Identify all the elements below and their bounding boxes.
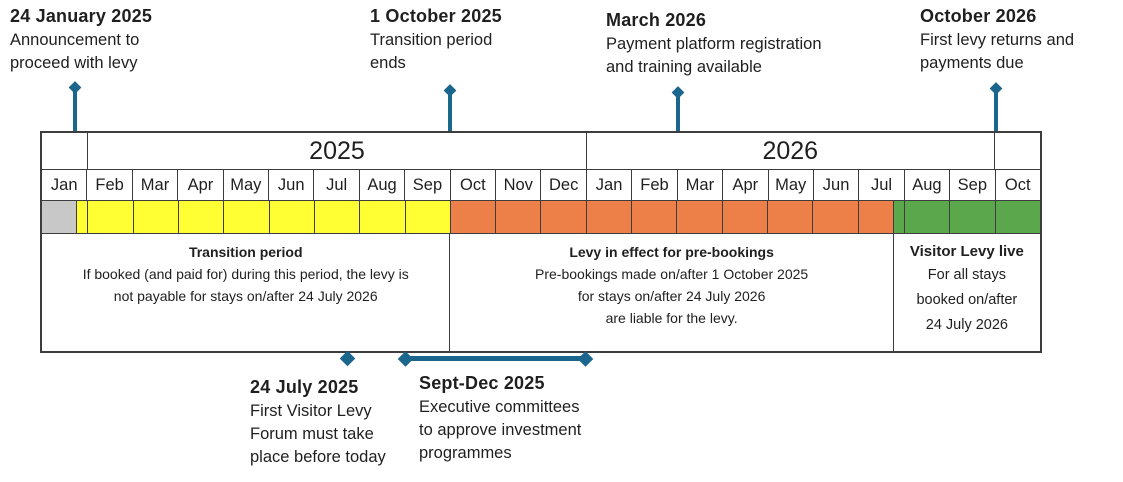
year-spacer-cell — [42, 133, 89, 169]
year-label-2026: 2026 — [587, 133, 995, 169]
band-segment-yellow — [133, 201, 179, 233]
annotation-date: Sept-Dec 2025 — [419, 373, 545, 393]
band-segment-orange — [813, 201, 859, 233]
annotation-text: Announcement to proceed with levy — [10, 31, 140, 72]
annotation-date: 1 October 2025 — [370, 6, 502, 26]
marker-diamond-24-july-2025 — [339, 350, 356, 367]
panel-visitor-levy-live: Visitor Levy live For all stays booked o… — [894, 234, 1040, 351]
band-segment-green — [995, 201, 1040, 233]
panel-body: For all stays booked on/after 24 July 20… — [916, 267, 1018, 333]
month-cell: Jun — [814, 170, 860, 200]
year-label-2025: 2025 — [88, 133, 587, 169]
callout-arrow-24-january-2025 — [73, 87, 77, 165]
month-cell: Sep — [405, 170, 451, 200]
band-segment-orange — [496, 201, 542, 233]
month-cell: Jan — [42, 170, 88, 200]
annotation-first-forum: 24 July 2025 First Visitor Levy Forum mu… — [250, 374, 386, 469]
month-cell: Jan — [587, 170, 633, 200]
annotation-date: 24 January 2025 — [10, 6, 153, 26]
annotation-date: October 2026 — [920, 6, 1037, 26]
panel-title: Transition period — [188, 244, 303, 260]
band-segment-orange — [677, 201, 723, 233]
annotation-payment-platform: March 2026 Payment platform registration… — [606, 7, 822, 79]
annotation-text: First levy returns and payments due — [920, 31, 1075, 72]
year-row: 2025 2026 — [42, 133, 1040, 170]
month-cell: Feb — [632, 170, 678, 200]
timeline-table: 2025 2026 Jan Feb Mar Apr May Jun Jul Aug Sep Oct N… — [40, 131, 1042, 353]
band-segment-orange — [722, 201, 768, 233]
band-segment-yellow — [88, 201, 134, 233]
month-cell: Apr — [723, 170, 769, 200]
marker-range-sept-dec-2025 — [404, 356, 587, 361]
band-segment-yellow — [77, 201, 89, 233]
month-cell: Oct — [451, 170, 497, 200]
band-segment-orange — [541, 201, 587, 233]
panel-title: Visitor Levy live — [909, 243, 1024, 260]
band-segment-orange — [768, 201, 814, 233]
annotation-transition-ends: 1 October 2025 Transition period ends — [370, 3, 502, 75]
month-cell: Nov — [496, 170, 542, 200]
month-cell: Jul — [859, 170, 905, 200]
band-segment-yellow — [405, 201, 451, 233]
band-segment-green — [893, 201, 905, 233]
annotation-text: Executive committees to approve investme… — [419, 398, 582, 462]
band-segment-orange — [450, 201, 497, 233]
band-segment-green — [950, 201, 996, 233]
annotation-text: First Visitor Levy Forum must take place… — [250, 402, 386, 466]
annotation-announcement: 24 January 2025 Announcement to proceed … — [10, 3, 152, 75]
band-segment-yellow — [360, 201, 406, 233]
band-segment-gray — [42, 201, 78, 233]
month-cell: Aug — [360, 170, 406, 200]
band-segment-yellow — [224, 201, 270, 233]
month-cell: Jun — [269, 170, 315, 200]
band-segment-yellow — [178, 201, 225, 233]
callout-arrow-1-october-2025 — [448, 90, 452, 165]
band-segment-orange — [632, 201, 678, 233]
description-row: Transition period If booked (and paid fo… — [42, 234, 1040, 351]
callout-arrow-march-2026 — [676, 92, 680, 165]
band-segment-yellow — [314, 201, 361, 233]
month-cell: Mar — [133, 170, 179, 200]
month-cell: Oct — [1004, 175, 1031, 194]
annotation-date: March 2026 — [606, 10, 707, 30]
month-cell: Feb — [87, 170, 133, 200]
annotation-text: Transition period ends — [370, 31, 493, 72]
month-cell: Dec — [541, 170, 587, 200]
annotation-first-returns: October 2026 First levy returns and paym… — [920, 3, 1074, 75]
month-cell: May — [769, 170, 814, 200]
annotation-text: Payment platform registration and traini… — [606, 35, 822, 76]
annotation-date: 24 July 2025 — [250, 377, 359, 397]
panel-title: Levy in effect for pre-bookings — [569, 244, 774, 260]
month-cell: Sep — [950, 170, 996, 200]
color-band-row — [42, 201, 1040, 234]
annotation-exec-committees: Sept-Dec 2025 Executive committees to ap… — [419, 370, 581, 465]
panel-body: Pre-bookings made on/after 1 October 202… — [535, 266, 809, 326]
panel-levy-pre-bookings: Levy in effect for pre-bookings Pre-book… — [450, 234, 894, 351]
callout-arrow-october-2026 — [994, 88, 998, 165]
panel-transition-period: Transition period If booked (and paid fo… — [42, 234, 451, 351]
band-segment-green — [904, 201, 951, 233]
month-cell: Aug — [905, 170, 951, 200]
band-segment-yellow — [269, 201, 315, 233]
month-cell: Mar — [678, 170, 724, 200]
year-spacer-cell — [995, 133, 1040, 169]
band-segment-orange — [586, 201, 633, 233]
month-cell: May — [224, 170, 270, 200]
band-segment-orange — [858, 201, 894, 233]
month-row: Jan Feb Mar Apr May Jun Jul Aug Sep Oct Nov Dec Jan F… — [42, 170, 1040, 201]
panel-body: If booked (and paid for) during this per… — [82, 266, 409, 304]
month-cell: Jul — [314, 170, 360, 200]
month-cell: Apr — [178, 170, 224, 200]
